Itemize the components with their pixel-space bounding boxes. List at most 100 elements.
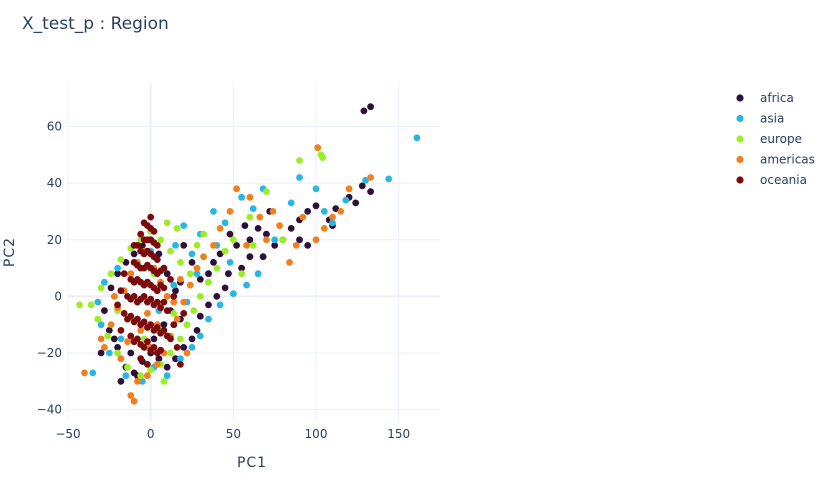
point-europe <box>173 225 181 232</box>
legend-marker <box>736 176 744 184</box>
point-africa <box>367 103 374 111</box>
point-africa <box>117 378 125 385</box>
point-asia <box>170 281 178 289</box>
point-americas <box>200 253 208 261</box>
point-africa <box>238 264 246 272</box>
point-africa <box>122 259 130 266</box>
point-africa <box>312 202 320 210</box>
point-americas <box>101 344 108 351</box>
point-africa <box>271 242 279 249</box>
point-africa <box>259 253 267 261</box>
point-europe <box>263 188 270 196</box>
point-europe <box>177 335 184 343</box>
point-europe <box>167 247 174 255</box>
point-africa <box>263 230 270 238</box>
point-americas <box>337 208 345 215</box>
legend-item-americas[interactable]: americas <box>736 153 815 167</box>
point-africa <box>225 270 232 278</box>
point-asia <box>114 264 121 272</box>
point-oceania <box>153 298 161 306</box>
legend-marker <box>736 114 744 123</box>
point-europe <box>107 270 115 278</box>
point-europe <box>205 278 212 286</box>
point-asia <box>205 315 212 323</box>
point-africa <box>180 344 188 351</box>
point-oceania <box>173 344 181 351</box>
point-africa <box>188 335 196 343</box>
point-europe <box>163 219 171 227</box>
legend-item-africa[interactable]: africa <box>736 91 794 105</box>
point-europe <box>190 307 198 314</box>
point-americas <box>216 225 224 232</box>
x-axis-label: PC1 <box>237 455 267 471</box>
point-oceania <box>144 361 151 368</box>
point-oceania <box>153 287 161 295</box>
legend-marker <box>736 135 744 143</box>
point-oceania <box>134 315 141 323</box>
point-americas <box>110 293 118 300</box>
legend-item-oceania[interactable]: oceania <box>736 173 807 187</box>
legend-item-europe[interactable]: europe <box>736 132 802 146</box>
point-asia <box>105 349 113 357</box>
point-africa <box>188 259 196 266</box>
point-europe <box>170 310 178 317</box>
point-oceania <box>140 293 148 300</box>
point-africa <box>163 363 171 371</box>
legend-label: oceania <box>760 173 807 187</box>
point-asia <box>188 250 196 258</box>
point-europe <box>160 378 168 385</box>
point-americas <box>286 259 293 266</box>
x-tick-label: 50 <box>226 427 241 441</box>
point-europe <box>200 230 208 238</box>
point-africa <box>180 242 188 249</box>
point-americas <box>292 242 300 249</box>
point-africa <box>160 321 168 329</box>
point-europe <box>177 259 184 266</box>
point-oceania <box>130 242 138 249</box>
y-tick-label: 40 <box>47 176 62 190</box>
point-americas <box>144 310 151 317</box>
point-africa <box>241 222 249 230</box>
point-africa <box>196 276 204 283</box>
point-asia <box>180 222 188 230</box>
point-oceania <box>127 332 135 340</box>
point-oceania <box>150 227 158 235</box>
point-asia <box>221 219 229 227</box>
point-africa <box>360 107 368 115</box>
point-africa <box>246 253 254 261</box>
point-americas <box>314 144 322 152</box>
point-americas <box>173 315 181 323</box>
point-americas <box>130 397 138 405</box>
legend-item-asia[interactable]: asia <box>736 112 784 126</box>
point-americas <box>153 361 161 368</box>
point-europe <box>196 293 204 300</box>
point-oceania <box>170 293 178 300</box>
point-americas <box>163 293 171 300</box>
point-europe <box>229 236 237 244</box>
point-africa <box>304 208 312 215</box>
point-asia <box>94 298 102 306</box>
point-europe <box>157 236 165 244</box>
legend[interactable]: africa asia europe americas oceania <box>736 91 815 187</box>
point-africa <box>172 287 179 295</box>
point-europe <box>167 349 174 357</box>
point-asia <box>229 290 237 297</box>
point-oceania <box>160 298 168 306</box>
legend-marker <box>736 155 744 164</box>
point-africa <box>150 335 158 343</box>
point-africa <box>205 301 212 309</box>
y-tick-label: 60 <box>47 119 62 133</box>
point-asia <box>385 175 393 183</box>
point-africa <box>287 225 295 232</box>
y-tick-label: 20 <box>47 233 62 247</box>
point-africa <box>246 236 254 244</box>
point-asia <box>287 199 295 207</box>
y-axis-ticks: −40 −20 0 20 40 60 <box>37 119 62 416</box>
point-oceania <box>147 213 155 221</box>
point-africa <box>163 270 171 278</box>
point-americas <box>177 276 184 283</box>
point-europe <box>114 349 121 357</box>
point-europe <box>186 270 194 278</box>
point-americas <box>210 242 217 249</box>
point-oceania <box>134 335 141 343</box>
